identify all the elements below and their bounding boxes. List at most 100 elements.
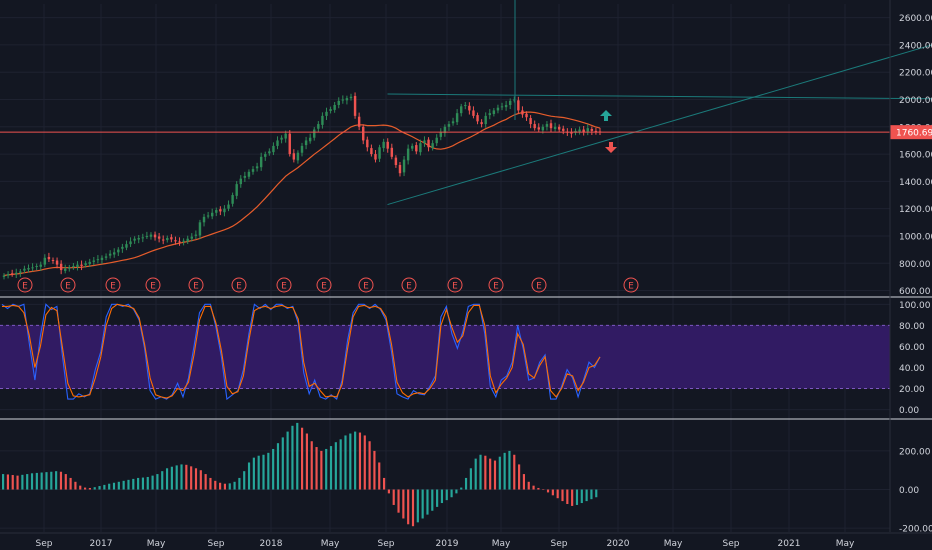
candle[interactable] [19, 268, 22, 277]
stochastic-pane[interactable] [0, 303, 890, 401]
earnings-marker[interactable]: E [231, 277, 247, 293]
candle[interactable] [578, 126, 581, 135]
candle[interactable] [51, 257, 55, 264]
candle[interactable] [411, 143, 414, 152]
candle[interactable] [113, 248, 116, 258]
candle[interactable] [194, 230, 198, 240]
candle[interactable] [500, 102, 504, 111]
candle[interactable] [480, 119, 483, 128]
support-trendline[interactable] [387, 41, 932, 206]
candle[interactable] [504, 100, 508, 111]
candle[interactable] [443, 124, 447, 137]
candle[interactable] [251, 166, 255, 175]
candle[interactable] [345, 95, 349, 105]
candle[interactable] [304, 136, 308, 150]
candle[interactable] [129, 237, 132, 248]
candle[interactable] [296, 150, 300, 164]
candle[interactable] [451, 117, 455, 126]
candle[interactable] [439, 128, 443, 141]
candle[interactable] [125, 240, 128, 251]
candle[interactable] [255, 162, 259, 172]
candle[interactable] [178, 237, 181, 246]
candle[interactable] [586, 124, 589, 136]
candle[interactable] [104, 253, 108, 261]
candle[interactable] [370, 144, 373, 157]
candle[interactable] [390, 143, 394, 160]
candle[interactable] [517, 96, 520, 114]
candle[interactable] [92, 256, 96, 266]
candle[interactable] [64, 264, 67, 274]
candle[interactable] [321, 112, 324, 129]
candle[interactable] [235, 181, 238, 200]
candle[interactable] [239, 175, 242, 188]
candle[interactable] [562, 125, 565, 135]
candle[interactable] [247, 169, 251, 180]
candle[interactable] [153, 231, 157, 241]
candle[interactable] [431, 140, 434, 151]
candle[interactable] [476, 112, 479, 125]
candle[interactable] [402, 156, 406, 177]
candle[interactable] [10, 269, 14, 277]
candle[interactable] [325, 107, 328, 120]
candle[interactable] [231, 192, 234, 207]
candle[interactable] [96, 255, 100, 264]
candle[interactable] [227, 200, 230, 212]
candle[interactable] [382, 138, 385, 152]
candle[interactable] [202, 213, 206, 227]
candle[interactable] [280, 135, 283, 144]
candle[interactable] [386, 138, 389, 153]
candle[interactable] [76, 261, 79, 271]
candle[interactable] [590, 126, 594, 135]
candle[interactable] [88, 258, 91, 267]
candle[interactable] [210, 208, 214, 220]
candle[interactable] [496, 104, 500, 114]
candle[interactable] [406, 144, 410, 165]
earnings-marker[interactable]: E [623, 277, 639, 293]
candle[interactable] [545, 121, 549, 131]
candle[interactable] [357, 112, 361, 131]
candle[interactable] [243, 171, 247, 182]
candle[interactable] [145, 231, 149, 239]
candle[interactable] [121, 243, 124, 253]
candle[interactable] [259, 152, 263, 171]
candle[interactable] [313, 127, 316, 141]
candle[interactable] [423, 136, 426, 147]
candle[interactable] [521, 106, 524, 118]
candle[interactable] [206, 211, 210, 219]
candle[interactable] [484, 112, 487, 128]
candle[interactable] [488, 109, 491, 120]
earnings-marker[interactable]: E [447, 277, 463, 293]
candle[interactable] [394, 155, 398, 168]
candle[interactable] [594, 127, 598, 135]
candle[interactable] [223, 205, 226, 217]
candle[interactable] [31, 263, 34, 272]
candle[interactable] [513, 96, 516, 103]
candle[interactable] [374, 150, 377, 163]
candle[interactable] [264, 151, 267, 161]
earnings-marker[interactable]: E [358, 277, 374, 293]
candle[interactable] [219, 206, 222, 216]
candle[interactable] [182, 238, 185, 246]
candle[interactable] [117, 247, 120, 257]
candle[interactable] [215, 207, 218, 217]
candle[interactable] [292, 149, 296, 163]
candle[interactable] [366, 136, 369, 152]
arrow-down-icon[interactable] [605, 142, 617, 153]
candle[interactable] [141, 233, 145, 243]
candle[interactable] [337, 97, 340, 109]
candle[interactable] [268, 148, 271, 156]
earnings-marker[interactable]: E [488, 277, 504, 293]
earnings-marker[interactable]: E [145, 277, 161, 293]
candle[interactable] [464, 101, 467, 110]
candle[interactable] [557, 124, 561, 133]
candle[interactable] [419, 139, 422, 156]
candle[interactable] [43, 254, 47, 268]
resistance-trendline[interactable] [387, 93, 932, 100]
candle[interactable] [427, 137, 430, 152]
candle[interactable] [447, 121, 451, 131]
candle[interactable] [415, 142, 418, 155]
candle[interactable] [508, 98, 512, 110]
candle[interactable] [288, 130, 291, 157]
earnings-marker[interactable]: E [188, 277, 204, 293]
